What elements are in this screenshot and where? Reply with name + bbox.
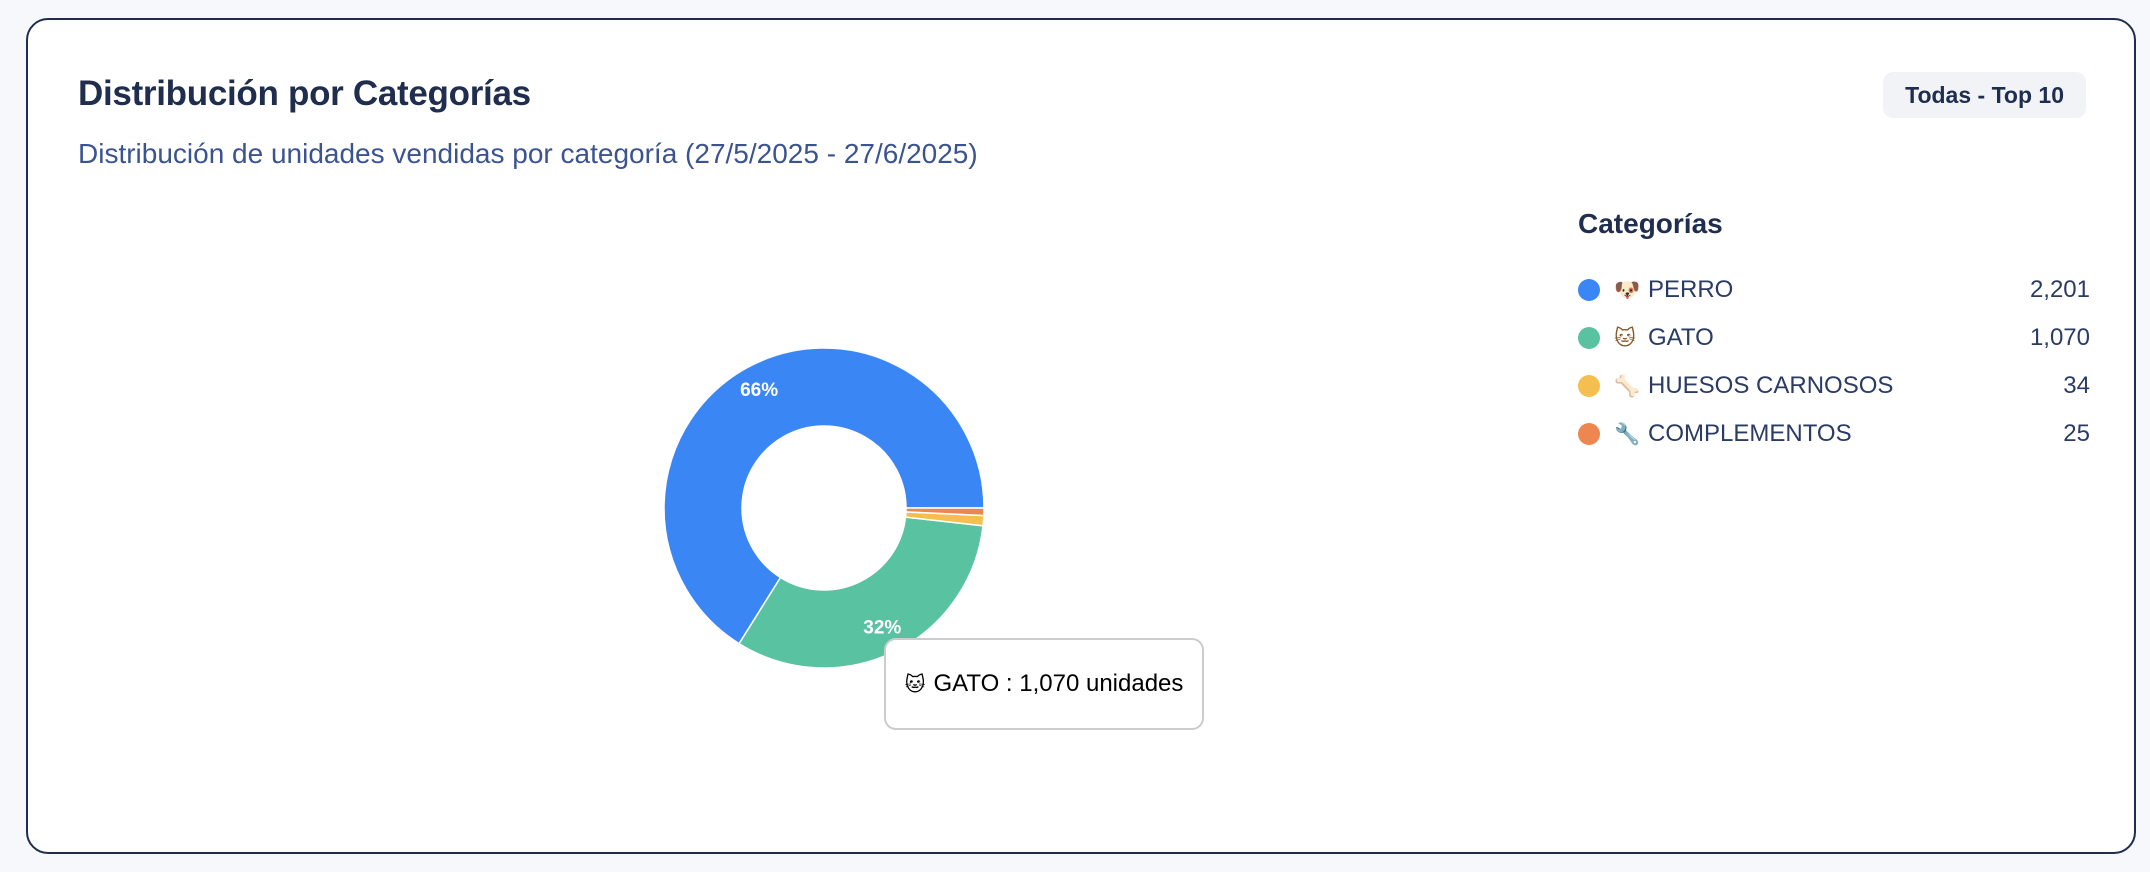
donut-slice-labels: 66% 32% (740, 380, 901, 639)
card-subtitle: Distribución de unidades vendidas por ca… (78, 138, 978, 169)
card-title: Distribución por Categorías (78, 74, 531, 113)
legend-item-gato[interactable]: 🐱 GATO 1,070 (1578, 314, 2090, 362)
legend-label-huesos-carnosos: HUESOS CARNOSOS (1648, 372, 1894, 399)
donut-slice-gato[interactable] (738, 516, 984, 669)
bone-icon: 🦴 (1614, 373, 1641, 398)
legend-label-perro: PERRO (1648, 276, 1734, 303)
legend-label-gato: GATO (1648, 324, 1714, 351)
dog-icon: 🐶 (1614, 277, 1641, 302)
legend-dot-gato (1578, 327, 1600, 349)
legend-dot-complementos (1578, 423, 1600, 445)
legend-value-perro: 2,201 (2029, 276, 2090, 303)
donut-chart: 66% 32% (663, 347, 985, 669)
tooltip-text: GATO : 1,070 unidades (933, 670, 1184, 697)
cat-icon: 🐱 (904, 672, 926, 696)
donut-slice-perro[interactable] (663, 347, 985, 645)
legend-title: Categorías (1578, 208, 1723, 239)
chart-tooltip: 🐱 GATO : 1,070 unidades (884, 638, 1204, 730)
top10-filter-button[interactable]: Todas - Top 10 (1883, 72, 2086, 118)
legend-item-huesos-carnosos[interactable]: 🦴 HUESOS CARNOSOS 34 (1578, 362, 2090, 410)
donut-slices (663, 347, 985, 669)
legend-item-perro[interactable]: 🐶 PERRO 2,201 (1578, 266, 2090, 314)
legend-label-complementos: COMPLEMENTOS (1648, 420, 1852, 447)
category-distribution-card: Distribución por Categorías Distribución… (26, 18, 2136, 854)
cat-icon: 🐱 (1614, 326, 1636, 350)
legend-value-complementos: 25 (2063, 420, 2090, 447)
legend-items: 🐶 PERRO 2,201 🐱 GATO 1,070 🦴 HUESOS CARNOSOS 34 🔧… (1578, 266, 2090, 458)
legend-dot-perro (1578, 279, 1600, 301)
donut-slice-complementos[interactable] (905, 507, 985, 517)
wrench-icon: 🔧 (1614, 421, 1641, 446)
slice-label-perro: 66% (740, 380, 778, 401)
chart-legend: Categorías 🐶 PERRO 2,201 🐱 GATO 1,070 🦴 HUESOS … (1578, 208, 2090, 458)
slice-label-gato: 32% (863, 618, 901, 639)
legend-item-complementos[interactable]: 🔧 COMPLEMENTOS 25 (1578, 410, 2090, 458)
legend-value-gato: 1,070 (2029, 324, 2090, 351)
legend-value-huesos-carnosos: 34 (2063, 372, 2090, 399)
legend-dot-huesos-carnosos (1578, 375, 1600, 397)
